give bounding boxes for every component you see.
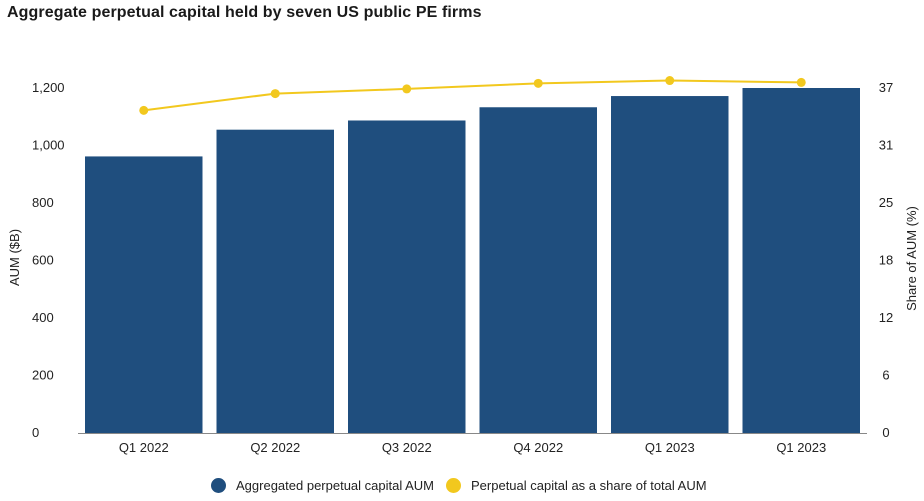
y2-tick-label: 6 — [882, 368, 889, 383]
x-ticks: Q1 2022 Q2 2022 Q3 2022 Q4 2022 Q1 2023 Q1 20… — [119, 440, 826, 455]
legend-item-bars: Aggregated perpetual capital AUM — [211, 478, 434, 493]
x-tick-label: Q2 2022 — [250, 440, 300, 455]
x-tick-label: Q3 2022 — [382, 440, 432, 455]
y-tick-label: 800 — [32, 195, 54, 210]
y2-tick-label: 0 — [882, 425, 889, 440]
legend-label-bars: Aggregated perpetual capital AUM — [236, 478, 435, 493]
bar — [348, 120, 466, 434]
left-y-ticks: 0 200 400 600 800 1,000 1,200 — [32, 80, 65, 440]
y2-axis-label: Share of AUM (%) — [904, 206, 919, 311]
chart-title: Aggregate perpetual capital held by seve… — [7, 4, 482, 21]
y2-tick-label: 37 — [879, 80, 893, 95]
share-line — [143, 79, 802, 112]
x-tick-label: Q1 2022 — [119, 440, 169, 455]
bar — [611, 96, 729, 434]
y2-tick-label: 12 — [879, 310, 893, 325]
y-tick-label: 0 — [32, 425, 39, 440]
y-axis-label: AUM ($B) — [7, 229, 22, 286]
x-tick-label: Q4 2022 — [513, 440, 563, 455]
bar — [479, 107, 597, 433]
bar — [85, 156, 203, 434]
share-point — [402, 84, 412, 94]
share-point — [533, 78, 543, 88]
y-tick-label: 400 — [32, 310, 54, 325]
share-point — [139, 105, 149, 115]
y2-tick-label: 18 — [879, 253, 893, 268]
share-point — [796, 77, 806, 87]
y-tick-label: 1,200 — [32, 80, 65, 95]
chart-plot: 0 200 400 600 800 1,000 1,200 0 6 12 18 25 31 37 Q1 … — [7, 76, 919, 455]
y-tick-label: 1,000 — [32, 138, 65, 153]
legend-swatch-line — [446, 478, 461, 493]
y-tick-label: 200 — [32, 368, 54, 383]
legend-item-line: Perpetual capital as a share of total AU… — [446, 478, 707, 493]
right-y-ticks: 0 6 12 18 25 31 37 — [879, 80, 893, 440]
bars-layer — [85, 88, 860, 434]
x-tick-label: Q1 2023 — [776, 440, 826, 455]
y2-tick-label: 25 — [879, 195, 893, 210]
bar — [742, 88, 860, 433]
bar — [216, 129, 334, 433]
legend-label-line: Perpetual capital as a share of total AU… — [471, 478, 707, 493]
share-point — [665, 76, 675, 86]
legend: Aggregated perpetual capital AUM Perpetu… — [0, 478, 924, 498]
x-tick-label: Q1 2023 — [645, 440, 695, 455]
legend-swatch-bars — [211, 478, 226, 493]
y-tick-label: 600 — [32, 253, 54, 268]
line-layer — [139, 76, 806, 115]
share-point — [270, 89, 280, 99]
y2-tick-label: 31 — [879, 138, 893, 153]
